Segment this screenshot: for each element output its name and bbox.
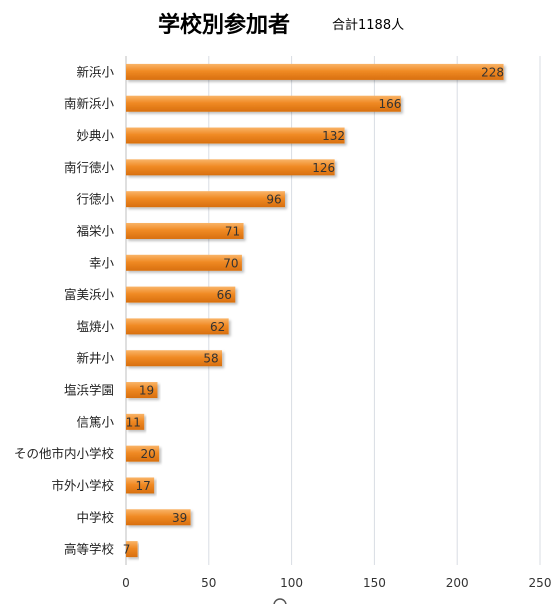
x-tick-label: 100 [280, 576, 303, 590]
scroll-handle-icon [273, 598, 287, 604]
label-layer: 0 50 100 150 200 250 新浜小 228 南新浜小 166 妙典小 132 南行徳小 12… [14, 64, 551, 590]
bar [126, 445, 160, 462]
category-label: 富美浜小 [64, 287, 115, 302]
category-label: 中学校 [76, 510, 114, 525]
bar [126, 509, 191, 526]
bar [126, 127, 345, 144]
x-tick-label: 250 [529, 576, 552, 590]
x-tick-label: 0 [122, 576, 130, 590]
bar [126, 95, 401, 112]
bar [126, 382, 158, 399]
data-label: 17 [136, 479, 151, 493]
category-label: 塩焼小 [76, 319, 114, 334]
bar [126, 63, 504, 80]
chart-subtitle: 合計1188人 [332, 18, 405, 33]
category-label: 塩浜学園 [64, 383, 114, 398]
data-label: 132 [322, 129, 345, 143]
category-label: 南行徳小 [64, 160, 115, 175]
bar [126, 254, 242, 271]
data-label: 39 [172, 511, 187, 525]
bar [126, 191, 285, 208]
data-label: 70 [223, 256, 238, 270]
data-label: 96 [266, 193, 281, 207]
category-label: 南新浜小 [64, 96, 115, 111]
category-label: 高等学校 [64, 542, 115, 557]
category-label: 新井小 [76, 351, 114, 366]
bar [126, 477, 155, 494]
category-label: 市外小学校 [51, 478, 114, 493]
chart-title: 学校別参加者 [157, 13, 290, 38]
category-label: 福栄小 [76, 223, 114, 238]
data-label: 166 [378, 97, 401, 111]
bar [126, 318, 229, 335]
data-label: 7 [123, 543, 131, 557]
bar-layer [126, 63, 504, 558]
bar [126, 222, 244, 239]
bar [126, 541, 138, 558]
x-tick-label: 150 [363, 576, 386, 590]
data-label: 126 [312, 161, 335, 175]
data-label: 71 [225, 224, 240, 238]
x-tick-label: 50 [201, 576, 216, 590]
bar [126, 350, 223, 367]
data-label: 228 [481, 65, 504, 79]
category-label: 妙典小 [76, 128, 114, 143]
category-label: 信篤小 [76, 414, 114, 429]
data-label: 19 [139, 384, 154, 398]
bar [126, 286, 236, 303]
bar [126, 159, 335, 176]
data-label: 11 [126, 415, 141, 429]
category-label: 幸小 [89, 255, 115, 270]
data-label: 20 [140, 447, 155, 461]
data-label: 58 [203, 352, 218, 366]
bar [126, 413, 145, 430]
x-tick-label: 200 [446, 576, 469, 590]
category-label: 行徳小 [76, 192, 114, 207]
category-label: その他市内小学校 [14, 446, 115, 461]
data-label: 62 [210, 320, 225, 334]
category-label: 新浜小 [76, 64, 114, 79]
data-label: 66 [217, 288, 232, 302]
